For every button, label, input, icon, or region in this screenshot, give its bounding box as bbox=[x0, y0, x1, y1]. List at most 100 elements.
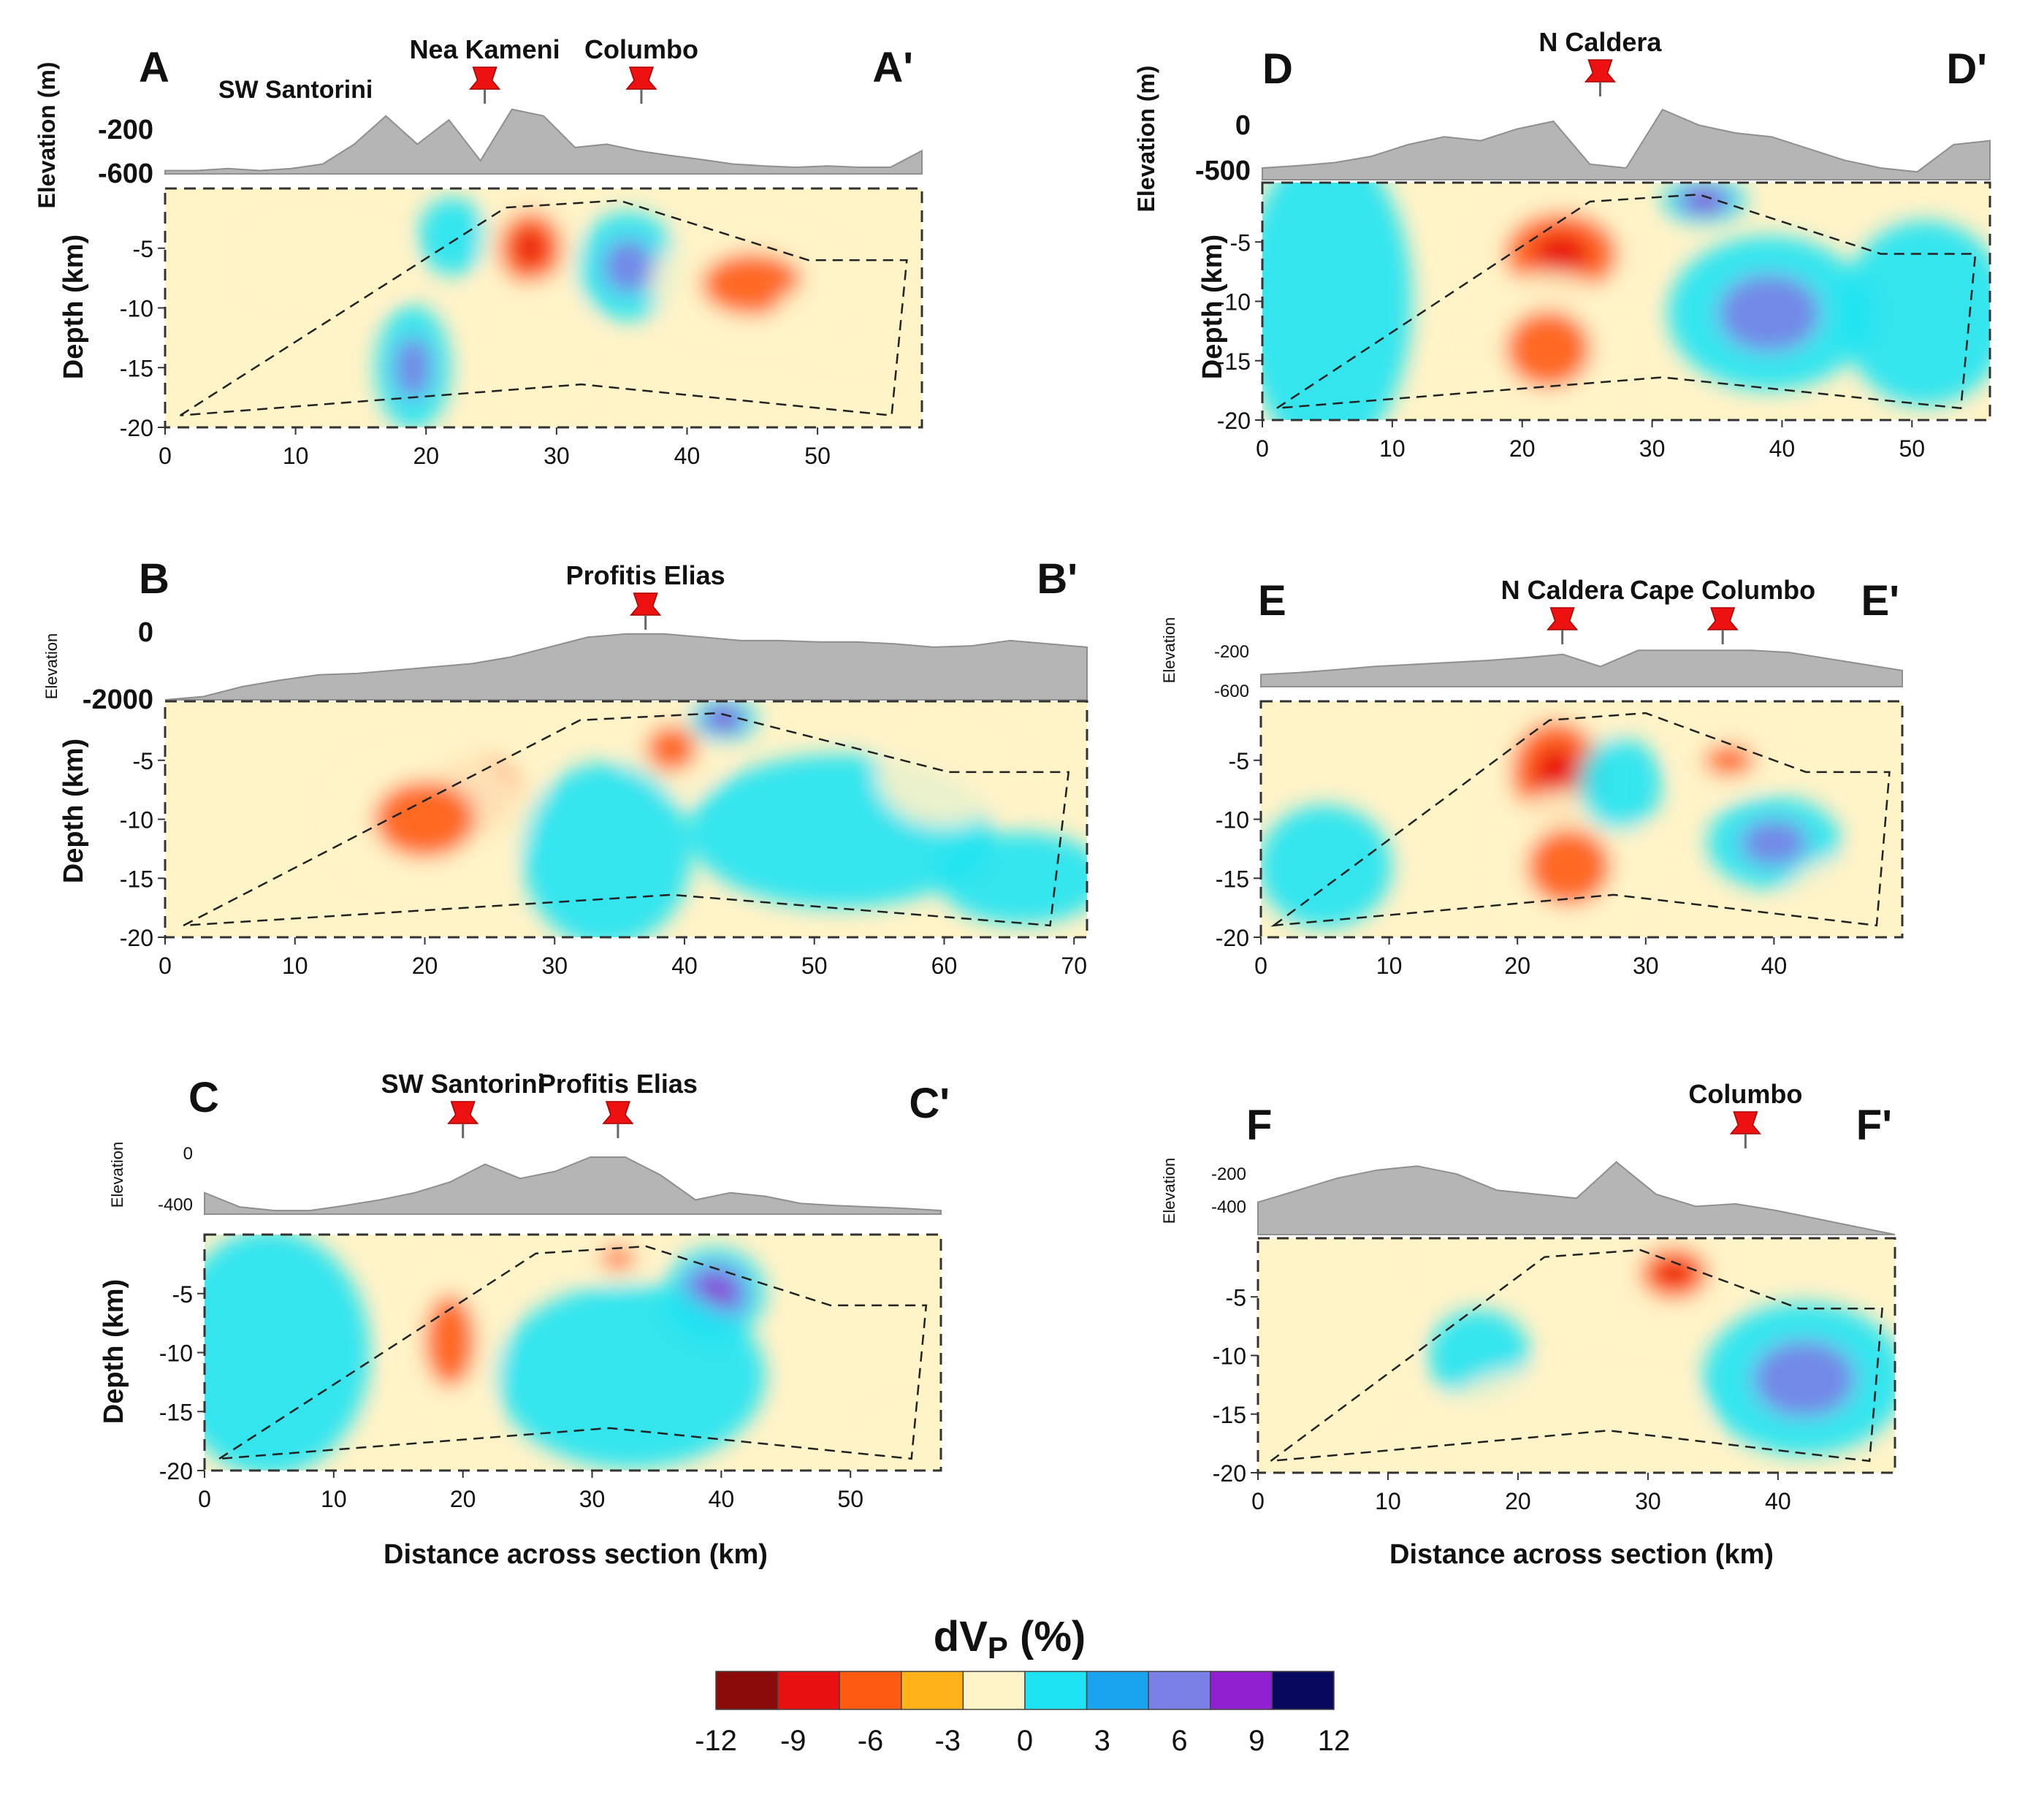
elevation-tick-label: 0 bbox=[1235, 110, 1251, 141]
place-marker: SW Santorini bbox=[381, 1069, 545, 1138]
distance-tick-label: 10 bbox=[1376, 953, 1403, 979]
anomaly-contour bbox=[492, 278, 595, 427]
colorbar-swatch bbox=[1210, 1671, 1273, 1710]
elevation-tick-label: -200 bbox=[1214, 642, 1249, 662]
depth-tick-label: -15 bbox=[120, 866, 153, 892]
anomaly-contour bbox=[1784, 855, 1902, 937]
anomaly-contour bbox=[205, 1235, 370, 1471]
distance-tick-label: 0 bbox=[1254, 953, 1267, 979]
distance-tick-label: 0 bbox=[198, 1486, 211, 1512]
anomaly-layer bbox=[205, 1235, 941, 1471]
anomaly-contour bbox=[1258, 1238, 1408, 1454]
distance-tick-label: 0 bbox=[159, 953, 172, 979]
depth-tick-label: -20 bbox=[120, 925, 153, 951]
depth-tick-label: -10 bbox=[120, 296, 153, 322]
colorbar-tick-label: 3 bbox=[1094, 1725, 1110, 1757]
depth-tick-label: -15 bbox=[159, 1399, 193, 1425]
distance-tick-label: 50 bbox=[804, 443, 831, 469]
pin-icon bbox=[447, 1101, 479, 1124]
velocity-field bbox=[1262, 183, 1990, 420]
distance-tick-label: 20 bbox=[413, 443, 439, 469]
anomaly-contour bbox=[1262, 183, 1412, 420]
anomaly-contour bbox=[1840, 220, 1990, 406]
anomaly-contour bbox=[1690, 192, 1719, 208]
section-label-end: E' bbox=[1861, 577, 1899, 625]
depth-tick-label: -20 bbox=[1217, 408, 1251, 434]
distance-tick-label: 30 bbox=[1633, 953, 1659, 979]
section-frame bbox=[164, 700, 1088, 939]
colorbar-swatch bbox=[715, 1671, 779, 1710]
x-axis-label-right: Distance across section (km) bbox=[1389, 1539, 1774, 1570]
panel-B: 0 -2000 Elevation B B' Profitis Elias -5 -10 -15… bbox=[42, 555, 1088, 979]
pin-icon bbox=[1584, 59, 1617, 83]
distance-tick-label: 40 bbox=[1761, 953, 1788, 979]
pin-icon bbox=[630, 592, 662, 616]
colorbar-tick-label: -6 bbox=[858, 1725, 884, 1757]
colorbar-tick-label: 6 bbox=[1171, 1725, 1187, 1757]
anomaly-contour bbox=[1506, 310, 1591, 388]
colorbar-tick-label: 9 bbox=[1248, 1725, 1265, 1757]
resolution-outline bbox=[180, 199, 908, 417]
anomaly-layer bbox=[1261, 701, 1902, 937]
panel-D: 0 -500 Elevation (m) D D' N Caldera -5 -10 -15 -2… bbox=[1133, 27, 1991, 462]
place-name: Columbo bbox=[1688, 1079, 1802, 1109]
pin-icon bbox=[1729, 1111, 1761, 1134]
panel-A: -200 -600 Elevation (m) A A' SW Santorini Nea … bbox=[34, 34, 923, 469]
colorbar-swatch bbox=[1148, 1671, 1211, 1710]
anomaly-contour bbox=[877, 718, 1012, 826]
place-name: Columbo bbox=[584, 34, 698, 64]
place-name: SW Santorini bbox=[218, 76, 373, 104]
depth-axis-label: Depth (km) bbox=[58, 234, 89, 379]
anomaly-contour bbox=[600, 1246, 635, 1270]
anomaly-contour bbox=[937, 832, 1087, 925]
colorbar-swatch bbox=[962, 1671, 1026, 1710]
depth-tick-label: -15 bbox=[1213, 1402, 1246, 1428]
place-marker: Columbo bbox=[584, 34, 698, 104]
pin-icon bbox=[602, 1101, 634, 1124]
pin-icon bbox=[469, 66, 501, 90]
elevation-tick-label: -600 bbox=[98, 159, 153, 189]
anomaly-contour bbox=[522, 762, 691, 937]
section-label-start: F bbox=[1246, 1102, 1272, 1149]
colorbar-title-sub: P bbox=[988, 1631, 1008, 1665]
place-marker: Columbo bbox=[1688, 1079, 1802, 1148]
depth-tick-label: -20 bbox=[1216, 925, 1249, 951]
depth-tick-label: -15 bbox=[1216, 866, 1249, 892]
anomaly-contour bbox=[1261, 805, 1392, 928]
anomaly-contour bbox=[1718, 274, 1820, 352]
anomaly-contour bbox=[1533, 233, 1590, 275]
distance-tick-label: 30 bbox=[544, 443, 570, 469]
distance-tick-label: 60 bbox=[931, 953, 958, 979]
place-name: SW Santorini bbox=[381, 1069, 545, 1099]
section-label-start: D bbox=[1262, 45, 1293, 93]
elevation-profile bbox=[1257, 1161, 1896, 1235]
distance-tick-label: 40 bbox=[671, 953, 698, 979]
depth-tick-label: -20 bbox=[1213, 1460, 1246, 1487]
section-label-start: C bbox=[188, 1074, 219, 1121]
elevation-tick-label: -500 bbox=[1195, 156, 1251, 186]
distance-tick-label: 50 bbox=[1899, 435, 1925, 462]
anomaly-contour bbox=[394, 336, 432, 399]
anomaly-contour bbox=[496, 1284, 766, 1468]
distance-tick-label: 50 bbox=[801, 953, 828, 979]
anomaly-contour bbox=[1704, 744, 1755, 776]
distance-tick-label: 20 bbox=[450, 1486, 476, 1512]
distance-tick-label: 40 bbox=[1765, 1488, 1791, 1514]
velocity-field bbox=[165, 701, 1087, 937]
anomaly-contour bbox=[1578, 738, 1662, 831]
resolution-outline bbox=[183, 712, 1070, 927]
distance-tick-label: 0 bbox=[1256, 435, 1269, 462]
distance-tick-label: 10 bbox=[283, 443, 309, 469]
distance-tick-label: 20 bbox=[1504, 953, 1530, 979]
distance-tick-label: 10 bbox=[321, 1486, 347, 1512]
depth-tick-label: -5 bbox=[1226, 1284, 1246, 1311]
place-name: N Caldera bbox=[1538, 27, 1662, 57]
colorbar-swatches bbox=[715, 1671, 1335, 1710]
colorbar-swatch bbox=[1086, 1671, 1149, 1710]
depth-axis-label: Depth (km) bbox=[58, 739, 89, 883]
place-name: Profitis Elias bbox=[566, 560, 725, 590]
elevation-profile bbox=[1260, 649, 1903, 687]
distance-tick-label: 40 bbox=[709, 1486, 735, 1512]
depth-tick-label: -5 bbox=[172, 1281, 193, 1308]
elevation-profile bbox=[164, 108, 923, 175]
